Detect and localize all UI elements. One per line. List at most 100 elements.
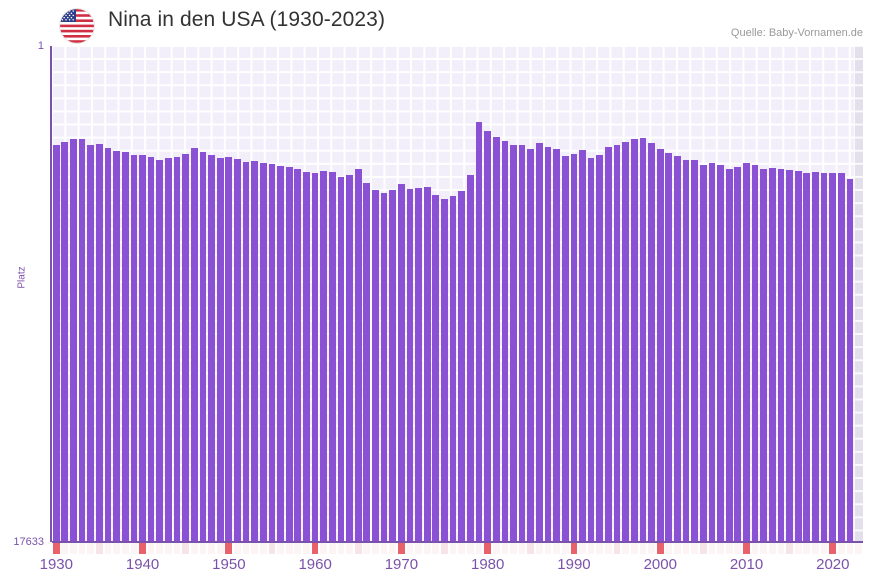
bar-1964[interactable] [346, 175, 353, 541]
bar-1963[interactable] [337, 177, 345, 541]
bar-1991[interactable] [579, 150, 586, 541]
bar-1990[interactable] [570, 154, 578, 541]
bar-2007[interactable] [717, 165, 724, 541]
bar-1934[interactable] [87, 145, 95, 541]
bar-2005[interactable] [699, 165, 707, 541]
bar-2015[interactable] [786, 170, 793, 541]
bar-1960[interactable] [311, 173, 319, 541]
bar-1966[interactable] [363, 183, 371, 541]
bar-1994[interactable] [605, 147, 612, 541]
bar-1997[interactable] [630, 139, 638, 541]
bar-1977[interactable] [458, 191, 466, 541]
bar-1985[interactable] [527, 149, 535, 541]
bar-2009[interactable] [734, 167, 742, 541]
bar-1947[interactable] [199, 152, 207, 541]
bar-2018[interactable] [812, 172, 819, 541]
bar-2019[interactable] [820, 173, 828, 541]
bar-1979[interactable] [475, 122, 483, 541]
bar-1989[interactable] [561, 156, 569, 541]
bar-1931[interactable] [61, 142, 69, 541]
bar-1976[interactable] [449, 196, 457, 541]
bar-1939[interactable] [130, 155, 138, 541]
bar-1942[interactable] [156, 160, 164, 541]
bar-1932[interactable] [70, 139, 77, 541]
bar-2008[interactable] [725, 169, 733, 541]
bar-1983[interactable] [510, 145, 517, 541]
bar-1967[interactable] [372, 190, 379, 541]
bar-2010[interactable] [743, 163, 750, 541]
bar-1981[interactable] [492, 137, 500, 541]
bar-1945[interactable] [182, 154, 189, 541]
bar-1987[interactable] [544, 147, 552, 541]
bar-1998[interactable] [639, 138, 647, 541]
x-tick-1944 [173, 543, 181, 554]
bar-1973[interactable] [423, 187, 431, 541]
bar-2002[interactable] [674, 156, 681, 541]
bar-1986[interactable] [536, 143, 543, 541]
bar-1956[interactable] [277, 166, 284, 541]
bar-2017[interactable] [803, 173, 811, 541]
bar-2016[interactable] [794, 171, 802, 541]
bar-1951[interactable] [234, 159, 241, 541]
bar-2014[interactable] [777, 169, 785, 541]
bar-1992[interactable] [587, 158, 595, 541]
bar-1943[interactable] [165, 158, 172, 541]
bar-1935[interactable] [96, 144, 103, 541]
bar-1961[interactable] [320, 171, 328, 541]
bar-1952[interactable] [242, 162, 250, 541]
bar-1980[interactable] [484, 131, 491, 541]
bar-1948[interactable] [208, 155, 215, 541]
bar-1988[interactable] [553, 149, 560, 541]
bar-1949[interactable] [216, 158, 224, 541]
bar-2012[interactable] [760, 169, 768, 541]
bar-1936[interactable] [104, 148, 112, 541]
bar-1946[interactable] [190, 148, 198, 541]
source-attribution: Quelle: Baby-Vornamen.de [730, 27, 863, 39]
bar-1953[interactable] [251, 161, 259, 541]
bar-1938[interactable] [121, 152, 129, 541]
bar-1933[interactable] [78, 139, 86, 541]
bar-1968[interactable] [380, 193, 388, 541]
x-tick-1942 [156, 543, 164, 554]
bar-1972[interactable] [415, 188, 422, 541]
bar-2004[interactable] [691, 160, 699, 541]
bar-1958[interactable] [294, 169, 302, 541]
bar-1941[interactable] [147, 157, 155, 541]
bar-2003[interactable] [682, 160, 690, 541]
bar-1982[interactable] [501, 141, 509, 541]
bar-1959[interactable] [303, 172, 310, 541]
bar-1944[interactable] [173, 157, 181, 541]
bar-1957[interactable] [285, 167, 293, 541]
x-tick-2013 [768, 543, 776, 554]
bar-1950[interactable] [225, 157, 233, 541]
bar-2000[interactable] [656, 149, 664, 541]
bar-1995[interactable] [613, 145, 621, 541]
bar-1993[interactable] [596, 155, 604, 541]
bar-1940[interactable] [139, 155, 146, 541]
y-axis-line [50, 46, 52, 542]
bar-2013[interactable] [768, 168, 776, 541]
bar-1974[interactable] [432, 195, 440, 541]
bar-1954[interactable] [259, 163, 267, 541]
bar-1975[interactable] [441, 199, 448, 541]
bar-1962[interactable] [328, 172, 336, 541]
bar-1970[interactable] [397, 184, 405, 541]
bar-1955[interactable] [268, 164, 276, 541]
bar-1984[interactable] [518, 145, 526, 541]
bar-1999[interactable] [648, 143, 655, 541]
x-tick-2010 [743, 543, 750, 554]
bar-1969[interactable] [389, 190, 397, 541]
bar-1930[interactable] [52, 145, 60, 541]
x-tick-1948 [208, 543, 215, 554]
bar-2001[interactable] [665, 153, 673, 541]
bar-1978[interactable] [466, 175, 474, 541]
bar-2011[interactable] [751, 165, 759, 541]
bar-1937[interactable] [113, 151, 120, 541]
bar-1971[interactable] [406, 189, 414, 541]
bar-2022[interactable] [846, 179, 854, 541]
bar-2021[interactable] [837, 173, 845, 541]
bar-2020[interactable] [829, 173, 837, 541]
bar-1965[interactable] [354, 169, 362, 541]
bar-2006[interactable] [708, 163, 716, 541]
bar-1996[interactable] [622, 142, 629, 541]
